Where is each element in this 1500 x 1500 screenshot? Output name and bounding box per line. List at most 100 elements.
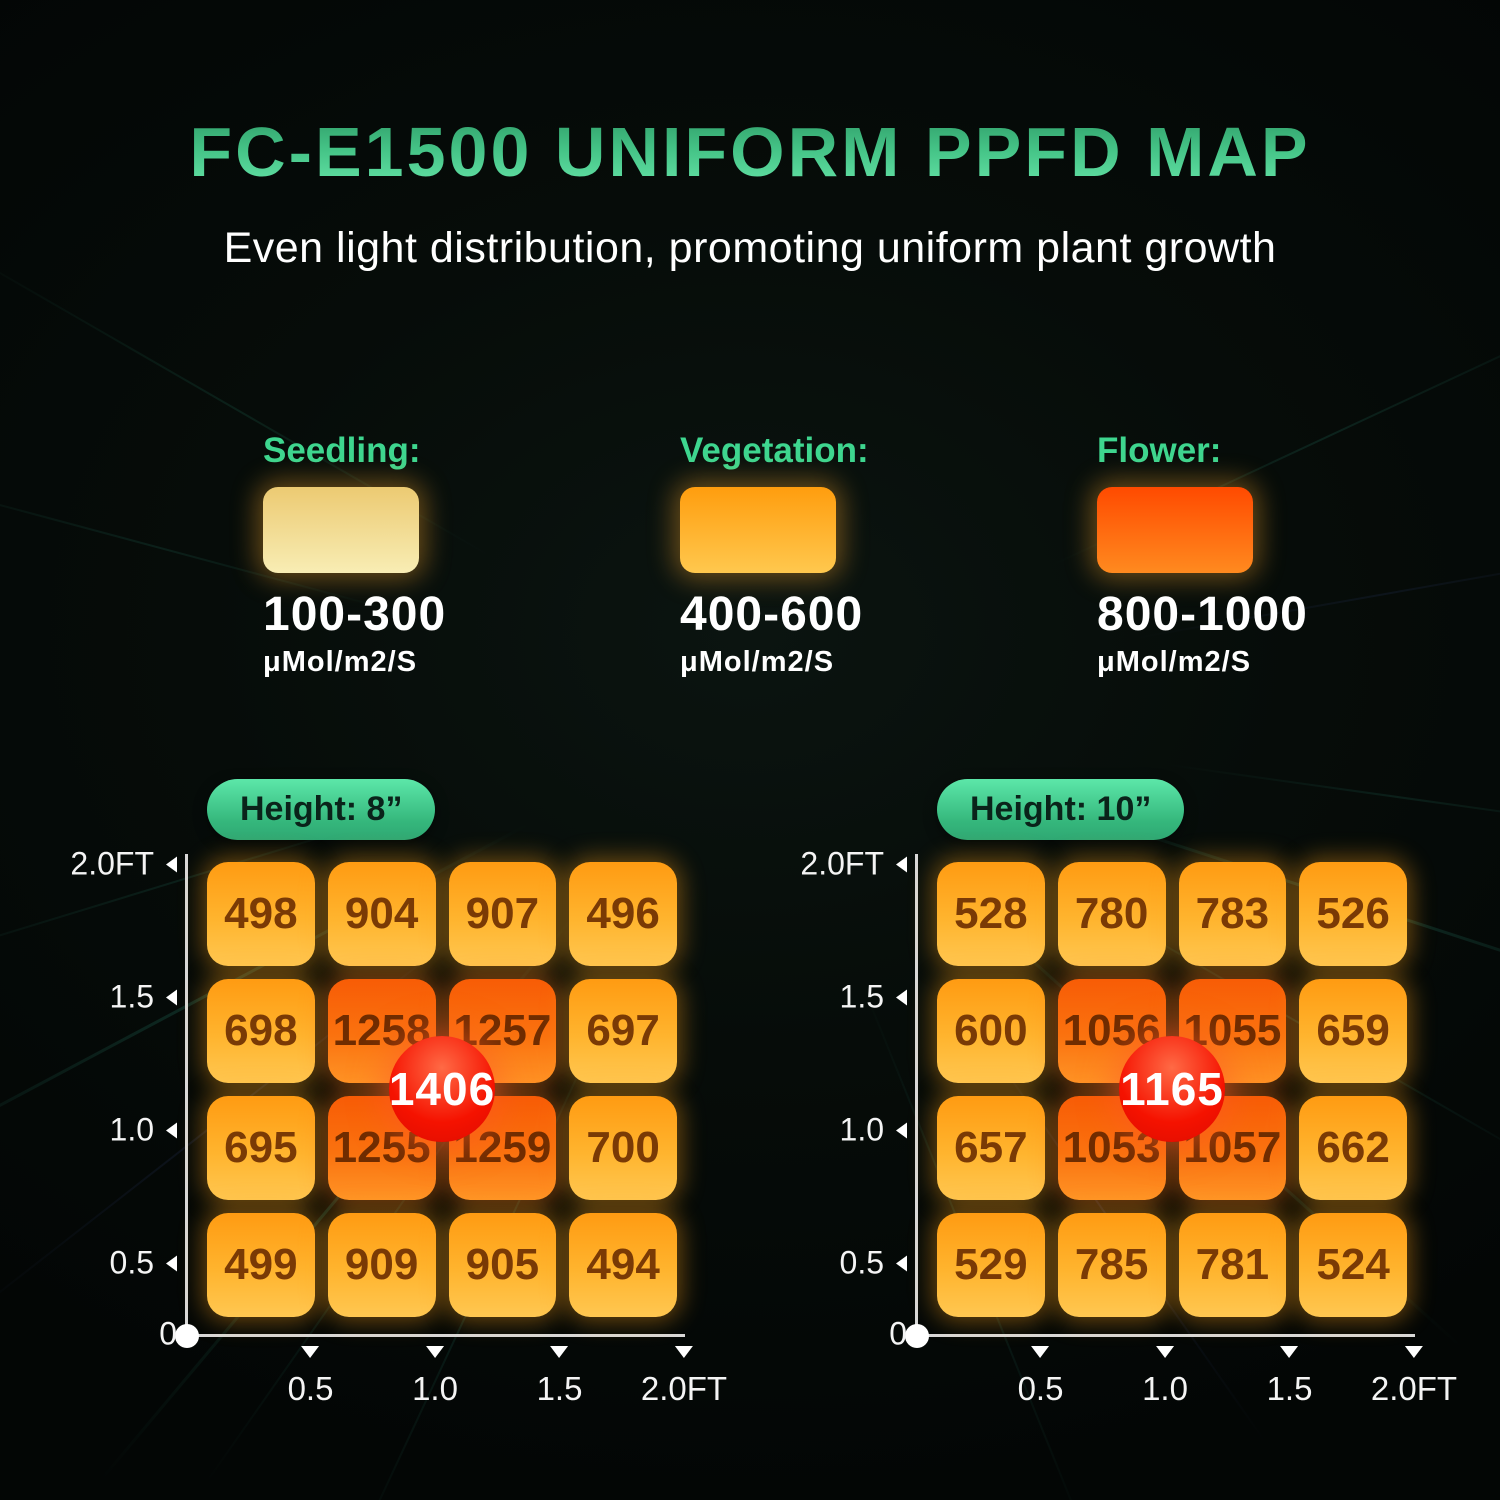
- ppfd-cell: 785: [1057, 1213, 1166, 1317]
- ppfd-cell: 695: [207, 1096, 315, 1200]
- y-axis-tick: 1.5: [95, 979, 177, 1016]
- page-subtitle: Even light distribution, promoting unifo…: [223, 224, 1277, 272]
- x-tick-label: 1.0: [412, 1370, 458, 1407]
- ppfd-cell: 904: [327, 862, 436, 966]
- ppfd-grid: 528 780 783 526 600 1056 1055 659 657 1053 1057 662…: [937, 862, 1407, 1317]
- y-tick-label: 1.0: [839, 1111, 884, 1148]
- y-tick-arrow-icon: [166, 989, 177, 1005]
- y-axis-tick: 2.0FT: [70, 846, 177, 883]
- y-axis-tick: 1.0: [95, 1112, 177, 1149]
- y-tick-label: 2.0FT: [70, 845, 154, 882]
- ppfd-cell: 700: [569, 1096, 677, 1200]
- ppfd-chart-height-10: Height: 10” 528 780 783 526 600 1056 1055 659 65…: [800, 779, 1485, 1419]
- legend-range: 800-1000: [1097, 588, 1308, 641]
- ppfd-cell: 783: [1178, 862, 1287, 966]
- y-tick-label: 2.0FT: [800, 845, 884, 882]
- y-axis: [915, 854, 918, 1335]
- x-tick-arrow-icon: [550, 1346, 569, 1358]
- ppfd-cell: 907: [448, 862, 557, 966]
- y-axis-tick: 0.5: [825, 1245, 907, 1282]
- x-tick-arrow-icon: [1280, 1346, 1299, 1358]
- y-tick-arrow-icon: [166, 856, 177, 872]
- x-axis-tick: 1.0: [1142, 1346, 1188, 1408]
- y-tick-label: 1.5: [839, 978, 884, 1015]
- y-tick-label: 1.5: [109, 978, 154, 1015]
- ppfd-cell: 697: [569, 979, 677, 1083]
- y-axis-tick: 0: [95, 1316, 177, 1353]
- y-tick-arrow-icon: [896, 1122, 907, 1138]
- ppfd-chart-height-8: Height: 8” 498 904 907 496 698 1258 1257 697 695…: [70, 779, 755, 1419]
- y-axis-tick: 2.0FT: [800, 846, 907, 883]
- ppfd-cell: 659: [1299, 979, 1407, 1083]
- page-title: FC-E1500 UNIFORM PPFD MAP: [0, 112, 1500, 192]
- content: FC-E1500 UNIFORM PPFD MAP Even light dis…: [0, 112, 1500, 1419]
- x-tick-arrow-icon: [426, 1346, 444, 1358]
- x-axis-tick: 2.0FT: [641, 1346, 727, 1408]
- height-badge: Height: 8”: [207, 779, 436, 840]
- ppfd-cell: 499: [207, 1213, 315, 1317]
- y-tick-arrow-icon: [896, 856, 907, 872]
- legend-range: 100-300: [263, 588, 447, 641]
- legend-item-seedling: Seedling: 100-300 μMol/m2/S: [263, 431, 550, 679]
- x-tick-arrow-icon: [1156, 1346, 1174, 1358]
- y-tick-arrow-icon: [896, 989, 907, 1005]
- axis-origin-dot: [905, 1324, 929, 1348]
- ppfd-cell: 662: [1299, 1096, 1407, 1200]
- ppfd-cell: 526: [1299, 862, 1407, 966]
- seedling-color-swatch: [263, 487, 419, 573]
- legend-range: 400-600: [680, 588, 864, 641]
- x-tick-label: 2.0FT: [640, 1370, 728, 1407]
- x-axis-tick: 0.5: [287, 1346, 334, 1408]
- x-tick-arrow-icon: [1404, 1346, 1423, 1358]
- height-badge: Height: 10”: [937, 779, 1185, 840]
- x-axis-tick: 0.5: [1017, 1346, 1064, 1408]
- ppfd-cell: 524: [1299, 1213, 1407, 1317]
- axis-origin-dot: [175, 1324, 199, 1348]
- ppfd-cell: 496: [569, 862, 677, 966]
- y-tick-arrow-icon: [896, 1255, 907, 1271]
- ppfd-cell: 781: [1178, 1213, 1287, 1317]
- legend-item-vegetation: Vegetation: 400-600 μMol/m2/S: [680, 431, 967, 679]
- ppfd-cell: 657: [937, 1096, 1045, 1200]
- y-axis-tick: 1.5: [825, 979, 907, 1016]
- y-tick-arrow-icon: [166, 1255, 177, 1271]
- peak-ppfd-badge: 1406: [389, 1036, 495, 1142]
- ppfd-legend: Seedling: 100-300 μMol/m2/S Vegetation: …: [263, 431, 1500, 679]
- x-axis-tick: 1.5: [537, 1346, 582, 1408]
- ppfd-cell: 528: [937, 862, 1045, 966]
- x-tick-label: 2.0FT: [1370, 1370, 1458, 1407]
- flower-color-swatch: [1097, 487, 1253, 573]
- x-tick-arrow-icon: [674, 1346, 693, 1358]
- x-tick-arrow-icon: [301, 1346, 320, 1358]
- x-axis-tick: 2.0FT: [1371, 1346, 1457, 1408]
- x-axis: [185, 1334, 685, 1337]
- y-tick-label: 0: [159, 1315, 177, 1352]
- y-axis: [185, 854, 188, 1335]
- vegetation-color-swatch: [680, 487, 836, 573]
- y-tick-label: 0.5: [109, 1244, 154, 1281]
- y-tick-label: 0: [889, 1315, 907, 1352]
- y-axis-tick: 0: [825, 1316, 907, 1353]
- peak-ppfd-badge: 1165: [1119, 1036, 1225, 1142]
- legend-unit: μMol/m2/S: [1097, 646, 1252, 678]
- ppfd-cell: 698: [207, 979, 315, 1083]
- y-tick-arrow-icon: [166, 1122, 177, 1138]
- plot-area: 498 904 907 496 698 1258 1257 697 695 1255 1259 700…: [70, 846, 755, 1414]
- legend-label: Seedling:: [263, 431, 421, 470]
- plot-area: 528 780 783 526 600 1056 1055 659 657 1053 1057 662…: [800, 846, 1485, 1414]
- x-tick-label: 0.5: [1017, 1370, 1064, 1407]
- x-axis: [915, 1334, 1415, 1337]
- legend-item-flower: Flower: 800-1000 μMol/m2/S: [1097, 431, 1384, 679]
- x-tick-arrow-icon: [1031, 1346, 1050, 1358]
- legend-label: Vegetation:: [680, 431, 869, 470]
- x-tick-label: 0.5: [287, 1370, 334, 1407]
- ppfd-cell: 905: [448, 1213, 557, 1317]
- y-tick-label: 1.0: [109, 1111, 154, 1148]
- ppfd-cell: 780: [1057, 862, 1166, 966]
- ppfd-cell: 600: [937, 979, 1045, 1083]
- ppfd-cell: 909: [327, 1213, 436, 1317]
- legend-label: Flower:: [1097, 431, 1222, 470]
- x-axis-tick: 1.0: [412, 1346, 458, 1408]
- y-tick-label: 0.5: [839, 1244, 884, 1281]
